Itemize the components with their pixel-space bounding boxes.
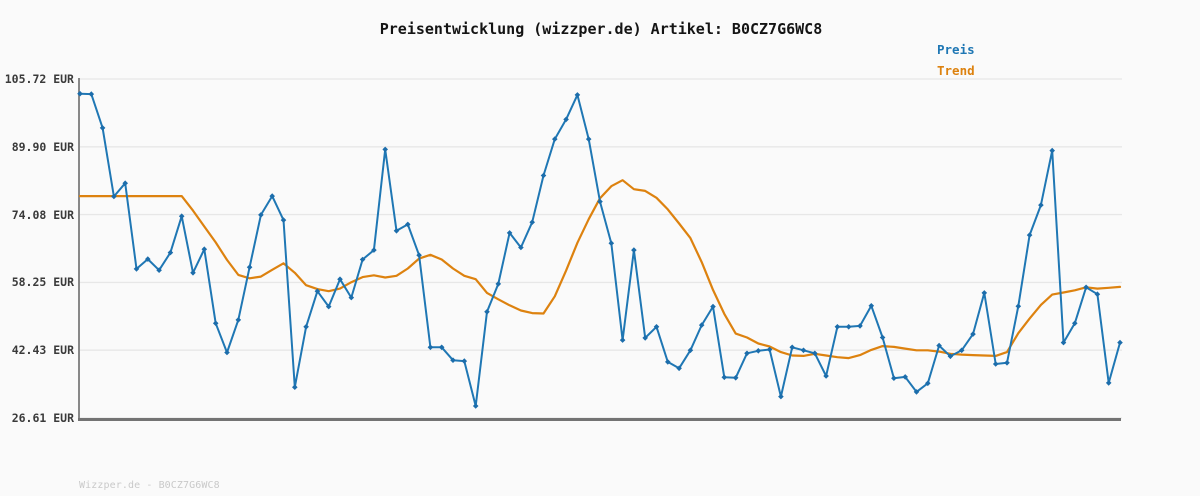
price-line bbox=[79, 92, 1121, 407]
y-axis-tick-label: 58.25 EUR bbox=[11, 275, 74, 290]
bottom-strip bbox=[0, 496, 1200, 500]
y-axis-tick-label: 89.90 EUR bbox=[11, 139, 74, 154]
y-axis-tick-label: 74.08 EUR bbox=[11, 207, 74, 222]
watermark: Wizzper.de - B0CZ7G6WC8 bbox=[79, 480, 220, 491]
y-axis-tick-label: 105.72 EUR bbox=[4, 72, 74, 86]
y-axis-tick-label: 26.61 EUR bbox=[11, 411, 74, 425]
y-axis-tick-label: 42.43 EUR bbox=[11, 343, 74, 358]
price-data-point-markers bbox=[77, 90, 1123, 409]
legend-item-preis: Preis bbox=[937, 42, 975, 57]
legend: Preis Trend bbox=[937, 39, 975, 81]
legend-item-trend: Trend bbox=[937, 63, 975, 78]
trend-line bbox=[78, 179, 1122, 360]
chart-title: Preisentwicklung (wizzper.de) Artikel: B… bbox=[379, 20, 823, 38]
